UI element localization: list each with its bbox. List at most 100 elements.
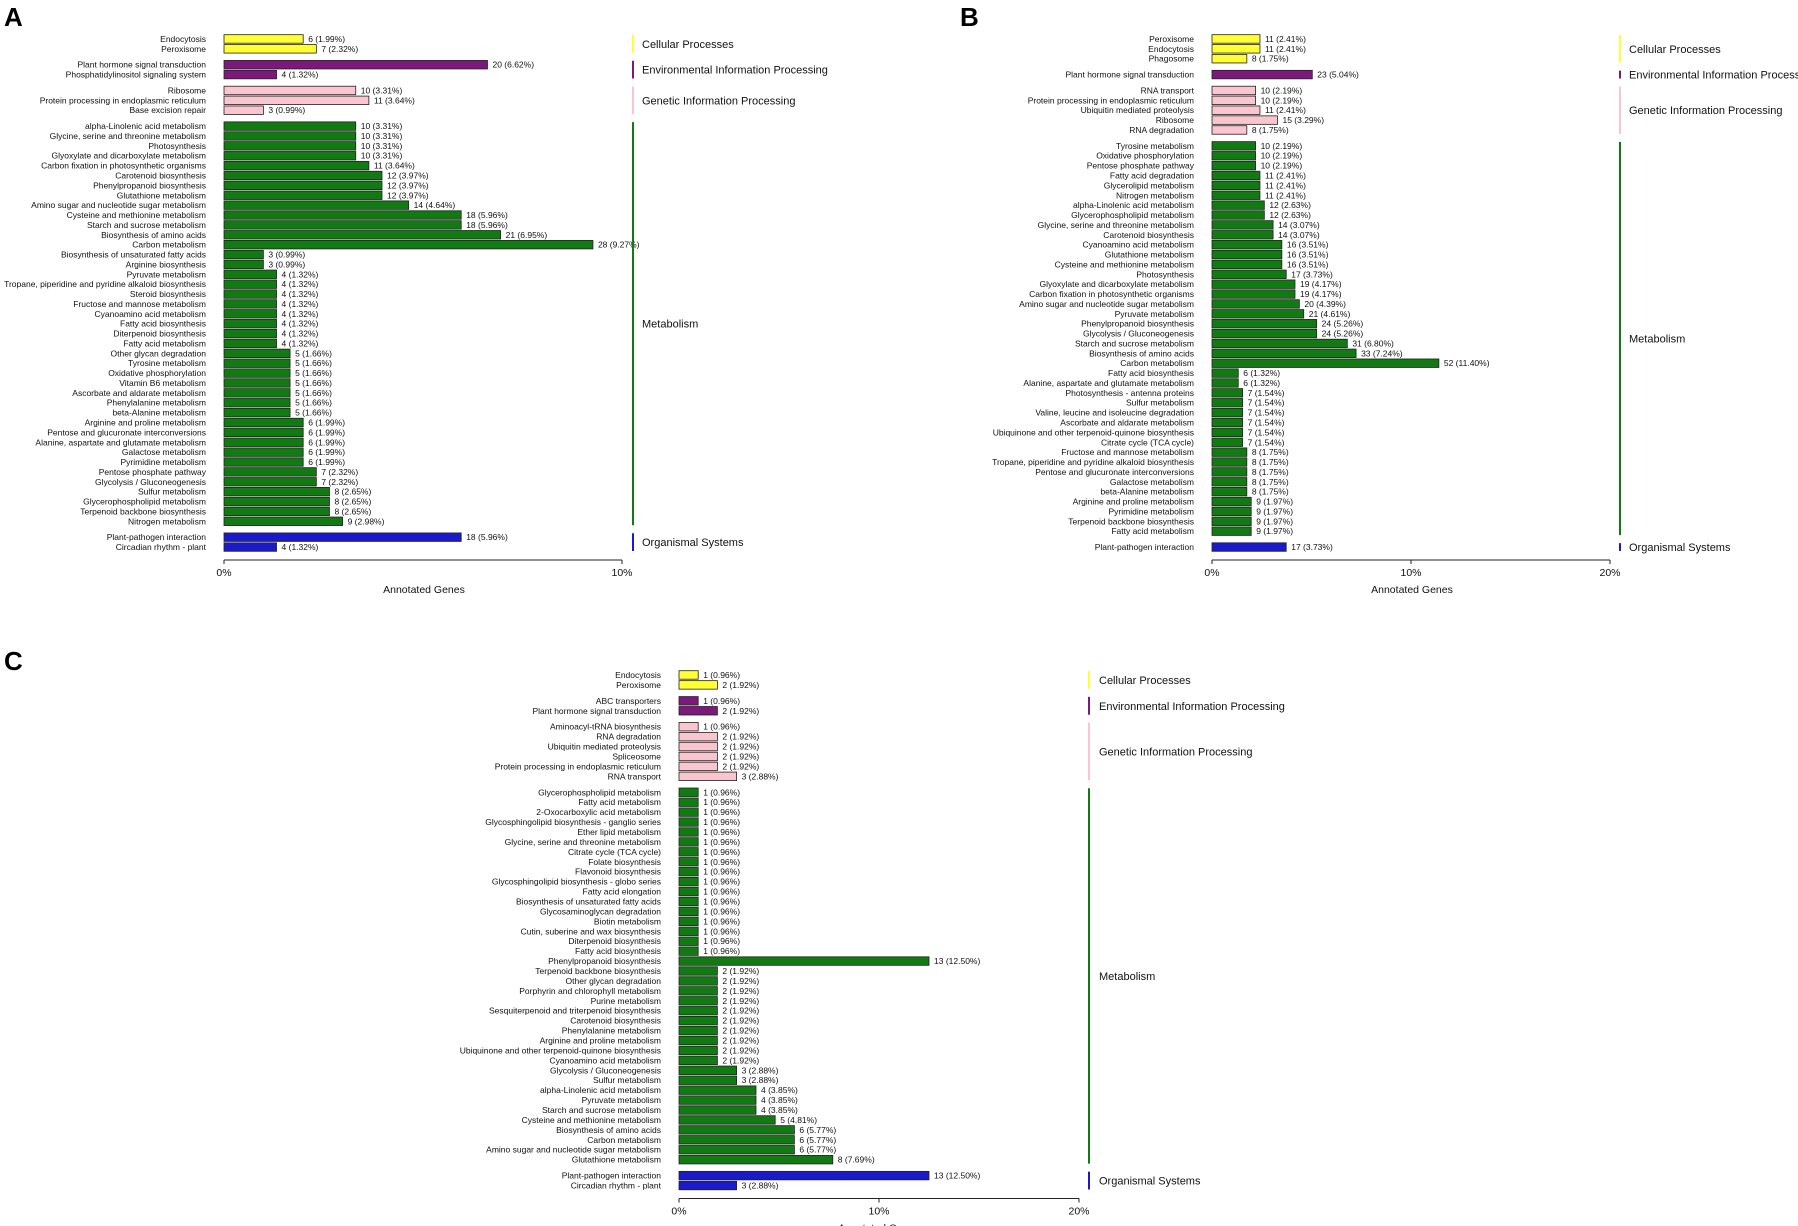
bar [678,807,699,817]
bar [1211,105,1261,115]
value-label: 6 (5.77%) [799,1135,836,1145]
value-label: 7 (2.32%) [321,44,358,54]
bar-label: Biotin metabolism [594,916,661,926]
bar-row-phosphatidylinositol-signaling-system: Phosphatidylinositol signaling system 4 (… [66,70,319,80]
bar [678,1045,718,1056]
value-label: 1 (0.96%) [703,797,740,807]
bar-label: Oxidative phosphorylation [108,368,206,378]
bar-row-biosynthesis-of-amino-acids: Biosynthesis of amino acids 21 (6.95%) [101,230,547,240]
value-label: 4 (3.85%) [761,1105,798,1115]
value-label: 2 (1.92%) [722,761,759,771]
bar-label: RNA degradation [596,732,661,742]
bar-label: Terpenoid backbone biosynthesis [1068,516,1194,526]
x-tick-label: 10% [611,567,632,579]
bar-label: Peroxisome [161,44,206,54]
bar-row-valine-leucine-and-isoleucine-degradation: Valine, leucine and isoleucine degradati… [1035,408,1284,418]
bar-row-tyrosine-metabolism: Tyrosine metabolism 10 (2.19%) [1116,141,1302,151]
bar-row-glutathione-metabolism: Glutathione metabolism 12 (3.97%) [117,190,429,200]
bar-row-glycerolipid-metabolism: Glycerolipid metabolism 11 (2.41%) [1104,180,1306,190]
value-label: 28 (9.27%) [598,240,640,250]
bar-label: Peroxisome [1149,34,1194,44]
bar [678,1035,718,1046]
bar [223,338,277,349]
bar-row-glycerophospholipid-metabolism: Glycerophospholipid metabolism 8 (2.65%) [83,497,371,507]
value-label: 8 (1.75%) [1252,125,1289,135]
group-label-environmental-information-processing: Environmental Information Processing [642,65,828,77]
bar-row-carotenoid-biosynthesis: Carotenoid biosynthesis 14 (3.07%) [1103,230,1320,240]
bar-label: Protein processing in endoplasmic reticu… [495,761,661,771]
x-axis-title: Annotated Genes [1371,584,1453,596]
bar [1211,358,1440,368]
value-label: 11 (2.41%) [1265,44,1306,54]
bar [678,680,718,690]
bar-row-glycosphingolipid-biosynthesis-ganglio-series: Glycosphingolipid biosynthesis - ganglio… [485,817,740,827]
value-label: 3 (0.99%) [268,250,305,260]
bar-label: Galactose metabolism [1110,477,1194,487]
bar [223,542,277,552]
bar [223,417,304,428]
bar [1211,190,1261,200]
bar-label: Fatty acid elongation [583,887,662,897]
bar-row-alpha-linolenic-acid-metabolism: alpha-Linolenic acid metabolism 4 (3.85%) [540,1085,798,1095]
value-label: 4 (3.85%) [761,1085,798,1095]
bar-label: Fatty acid biosynthesis [120,319,206,329]
bar-row-ether-lipid-metabolism: Ether lipid metabolism 1 (0.96%) [577,827,740,837]
value-label: 21 (6.95%) [506,230,548,240]
bar-label: Galactose metabolism [122,447,206,457]
value-label: 4 (1.32%) [282,542,319,552]
bar-row-glutathione-metabolism: Glutathione metabolism 16 (3.51%) [1105,250,1329,260]
bar-row-steroid-biosynthesis: Steroid biosynthesis 4 (1.32%) [130,289,319,299]
group-label-environmental-information-processing: Environmental Information Processing [1629,70,1798,82]
bar [1211,516,1252,526]
bar-label: RNA degradation [1129,125,1194,135]
bar [223,259,264,270]
value-label: 17 (3.73%) [1291,269,1333,279]
bar [678,1006,718,1016]
value-label: 3 (2.88%) [742,1181,779,1191]
bar [1211,542,1287,552]
bar-label: Glycolysis / Gluconeogenesis [95,477,206,487]
bar [1211,398,1244,408]
bar-row-fatty-acid-metabolism: Fatty acid metabolism 4 (1.32%) [123,338,318,348]
value-label: 13 (12.50%) [934,956,980,966]
bar [1211,348,1357,358]
group-label-genetic-information-processing: Genetic Information Processing [642,95,795,107]
bar [223,279,277,289]
bar-label: Pentose phosphate pathway [1087,161,1195,171]
bar-label: alpha-Linolenic acid metabolism [1073,200,1194,210]
bar-row-citrate-cycle-tca-cycle: Citrate cycle (TCA cycle) 1 (0.96%) [568,847,740,857]
bar-label: Alanine, aspartate and glutamate metabol… [35,437,206,447]
bar-row-fatty-acid-biosynthesis: Fatty acid biosynthesis 6 (1.32%) [1108,368,1280,378]
bar [1211,210,1265,220]
x-tick-label: 20% [1599,567,1620,579]
bar [678,797,699,807]
value-label: 2 (1.92%) [722,1006,759,1016]
bar-label: Endocytosis [160,34,206,44]
bar-label: Glycolysis / Gluconeogenesis [1083,329,1194,339]
bar-row-fatty-acid-biosynthesis: Fatty acid biosynthesis 1 (0.96%) [575,946,740,956]
bar-label: Fatty acid metabolism [1111,526,1194,536]
bar [678,1085,757,1095]
bar-label: Ribosome [1156,115,1195,125]
bar-label: Alanine, aspartate and glutamate metabol… [1023,378,1194,388]
value-label: 9 (1.97%) [1256,526,1293,536]
bar [223,358,291,368]
bar-row-carbon-metabolism: Carbon metabolism 52 (11.40%) [1120,358,1489,368]
bar-row-glyoxylate-and-dicarboxylate-metabolism: Glyoxylate and dicarboxylate metabolism 1… [1040,279,1342,289]
value-label: 1 (0.96%) [703,867,740,877]
value-label: 10 (3.31%) [361,131,403,141]
bar [1211,496,1252,507]
bar-row-ascorbate-and-aldarate-metabolism: Ascorbate and aldarate metabolism 5 (1.66… [72,388,332,398]
bar [678,966,718,976]
bar [678,731,718,742]
value-label: 1 (0.96%) [703,877,740,887]
bar-row-carotenoid-biosynthesis: Carotenoid biosynthesis 2 (1.92%) [570,1016,759,1026]
bar-label: Plant hormone signal transduction [1065,70,1194,80]
bar-label: Phenylpropanoid biosynthesis [93,180,206,190]
bar-row-carotenoid-biosynthesis: Carotenoid biosynthesis 12 (3.97%) [115,171,428,181]
value-label: 2 (1.92%) [722,706,759,716]
bar-label: Other glycan degradation [566,976,662,986]
bar [678,1055,718,1066]
value-label: 3 (0.99%) [268,105,305,115]
